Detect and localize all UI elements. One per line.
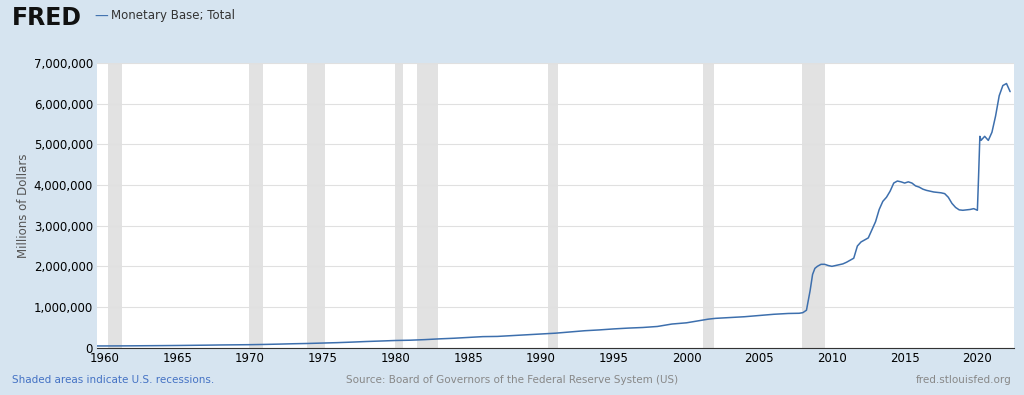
Y-axis label: Millions of Dollars: Millions of Dollars (16, 153, 30, 258)
Text: fred.stlouisfed.org: fred.stlouisfed.org (915, 375, 1012, 385)
Bar (548, 63, 558, 348)
Bar (109, 63, 122, 348)
Text: —: — (94, 10, 108, 24)
Text: Monetary Base; Total: Monetary Base; Total (111, 9, 234, 22)
Bar (307, 63, 326, 348)
Bar (395, 63, 402, 348)
Bar (703, 63, 715, 348)
Text: Source: Board of Governors of the Federal Reserve System (US): Source: Board of Governors of the Federa… (346, 375, 678, 385)
Bar (418, 63, 438, 348)
Bar (249, 63, 263, 348)
Text: Shaded areas indicate U.S. recessions.: Shaded areas indicate U.S. recessions. (12, 375, 215, 385)
Bar (802, 63, 824, 348)
Text: FRED: FRED (12, 6, 82, 30)
